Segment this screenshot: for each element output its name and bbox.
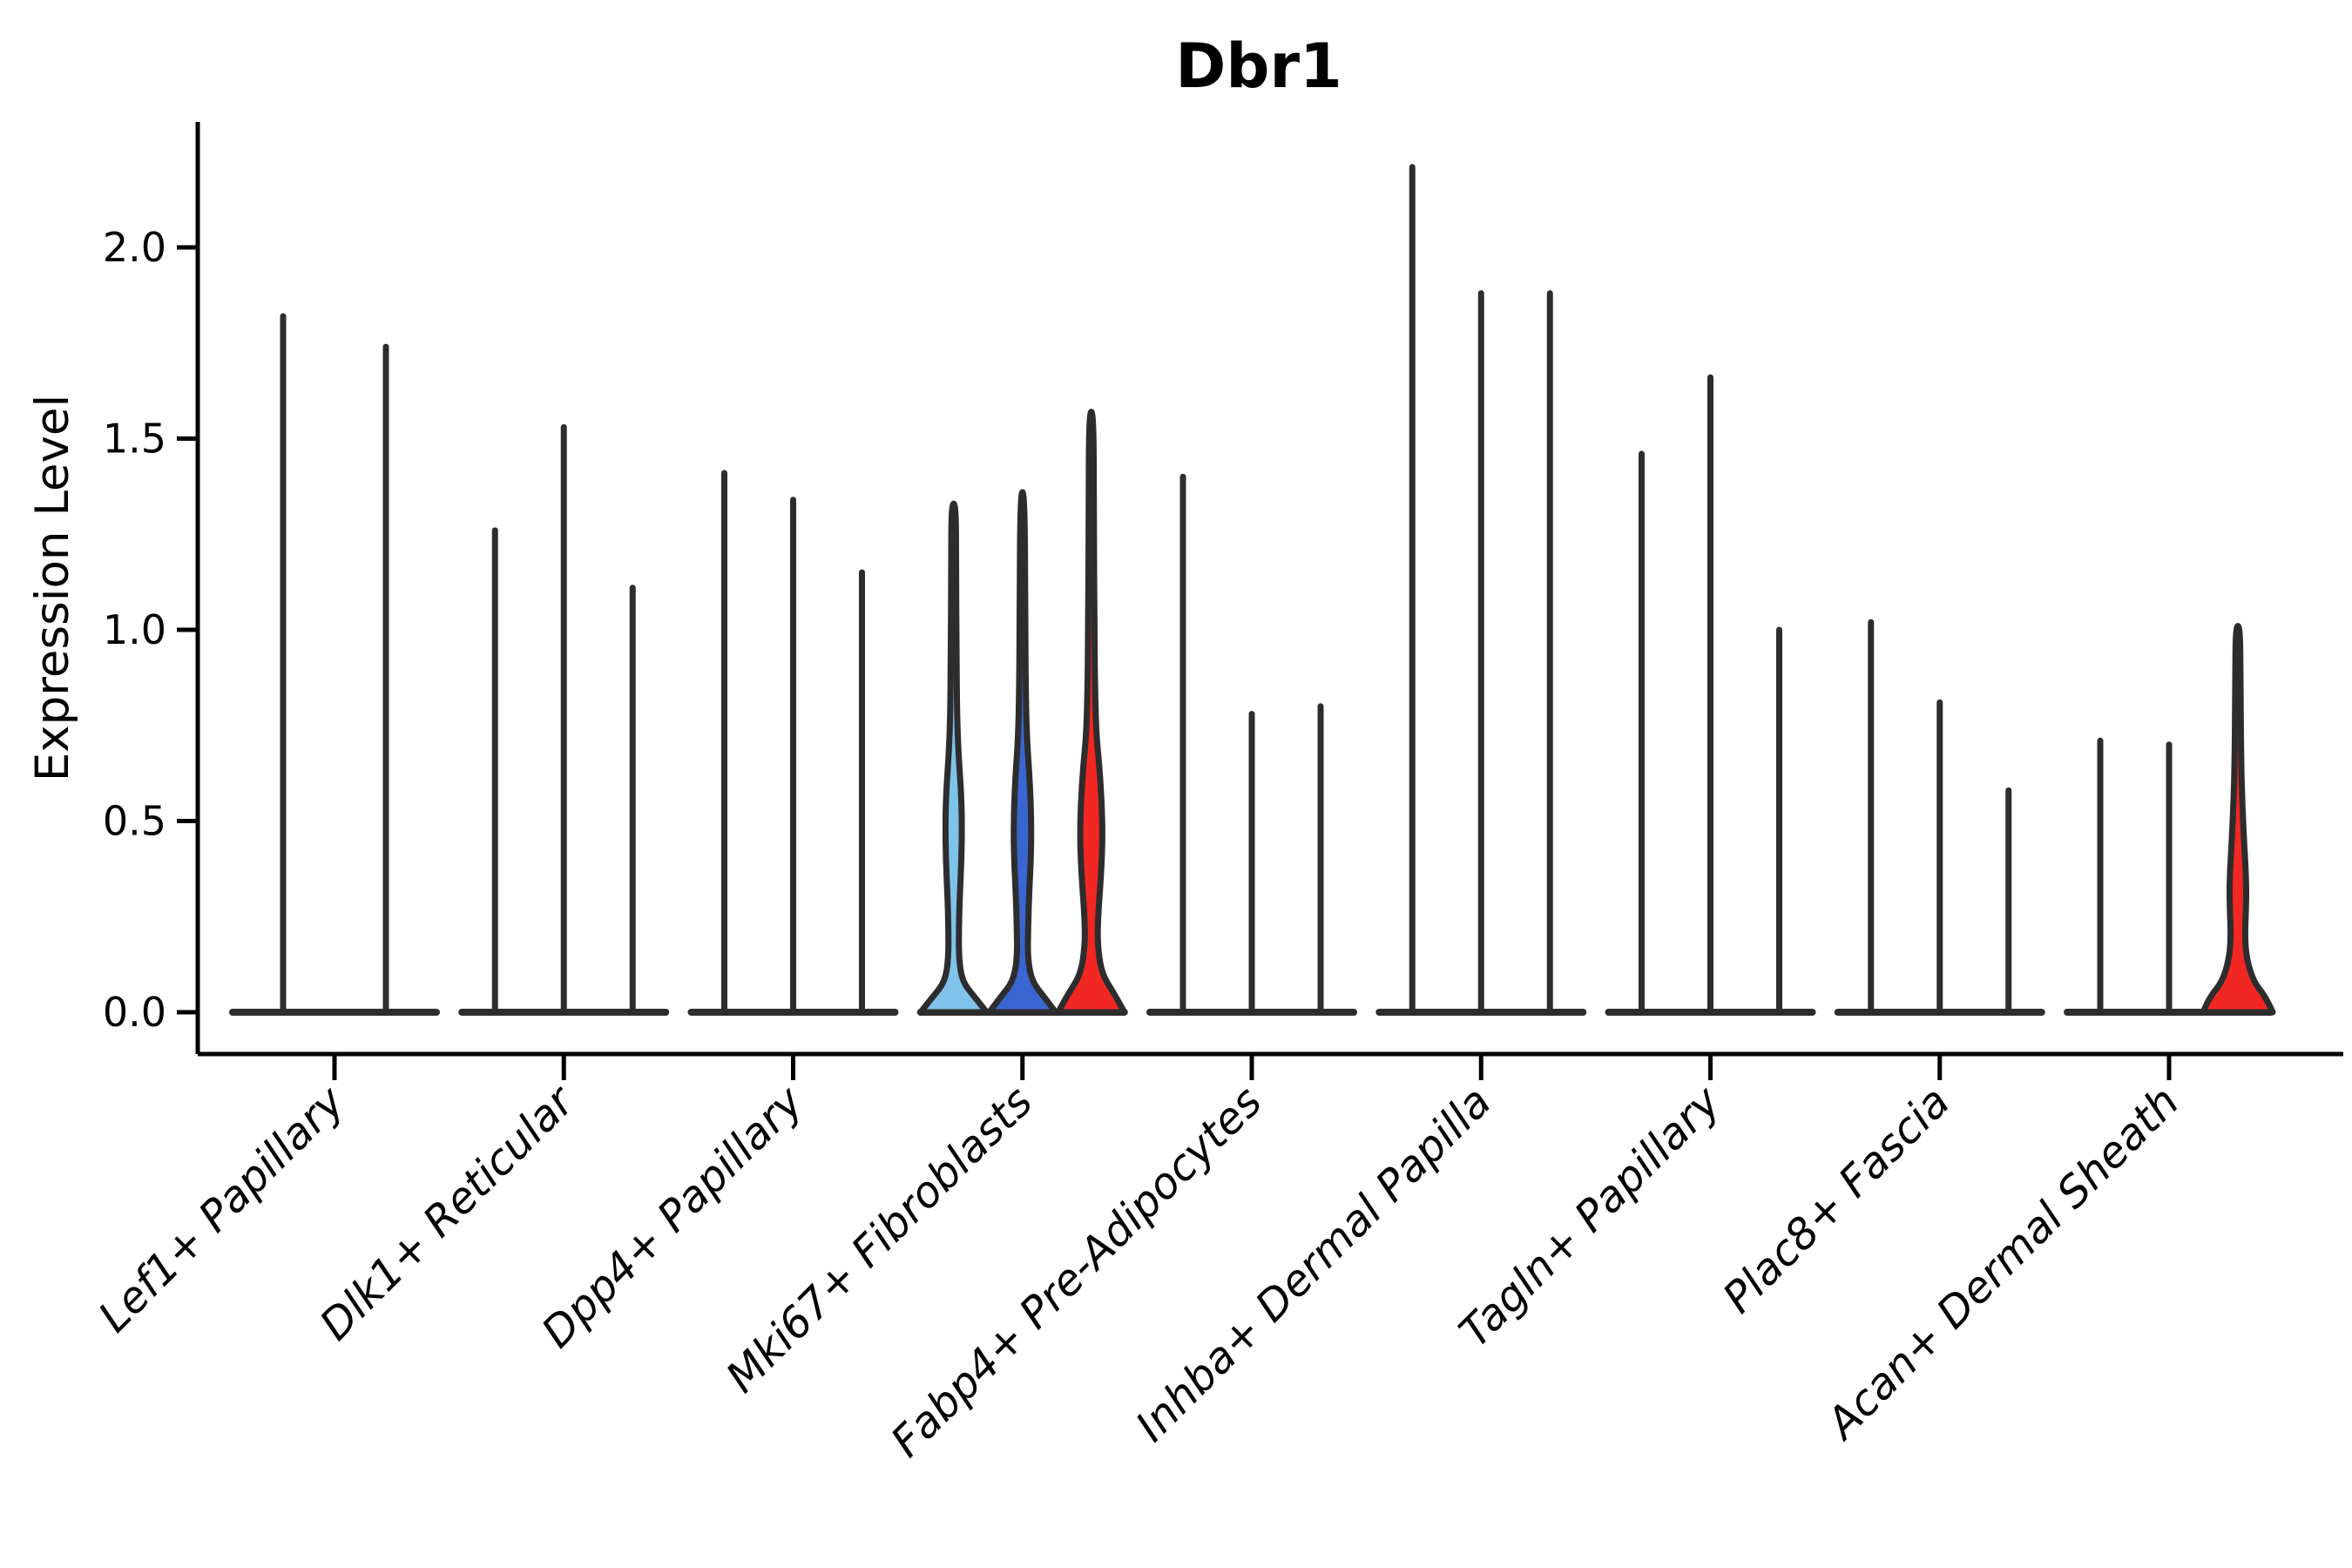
y-tick-label: 1.0 (103, 606, 166, 653)
violin-filled (917, 500, 990, 1016)
y-tick-label: 1.5 (103, 416, 166, 463)
violin-filled (2200, 623, 2276, 1016)
chart-title: Dbr1 (1175, 30, 1342, 102)
violin-filled (986, 489, 1059, 1016)
y-tick-label: 0.0 (103, 989, 166, 1036)
y-tick-label: 0.5 (103, 798, 166, 845)
violin-filled (1055, 409, 1128, 1016)
y-axis-label: Expression Level (26, 395, 79, 781)
violin-baseline-bar (229, 1009, 440, 1016)
y-tick-label: 2.0 (103, 224, 166, 271)
